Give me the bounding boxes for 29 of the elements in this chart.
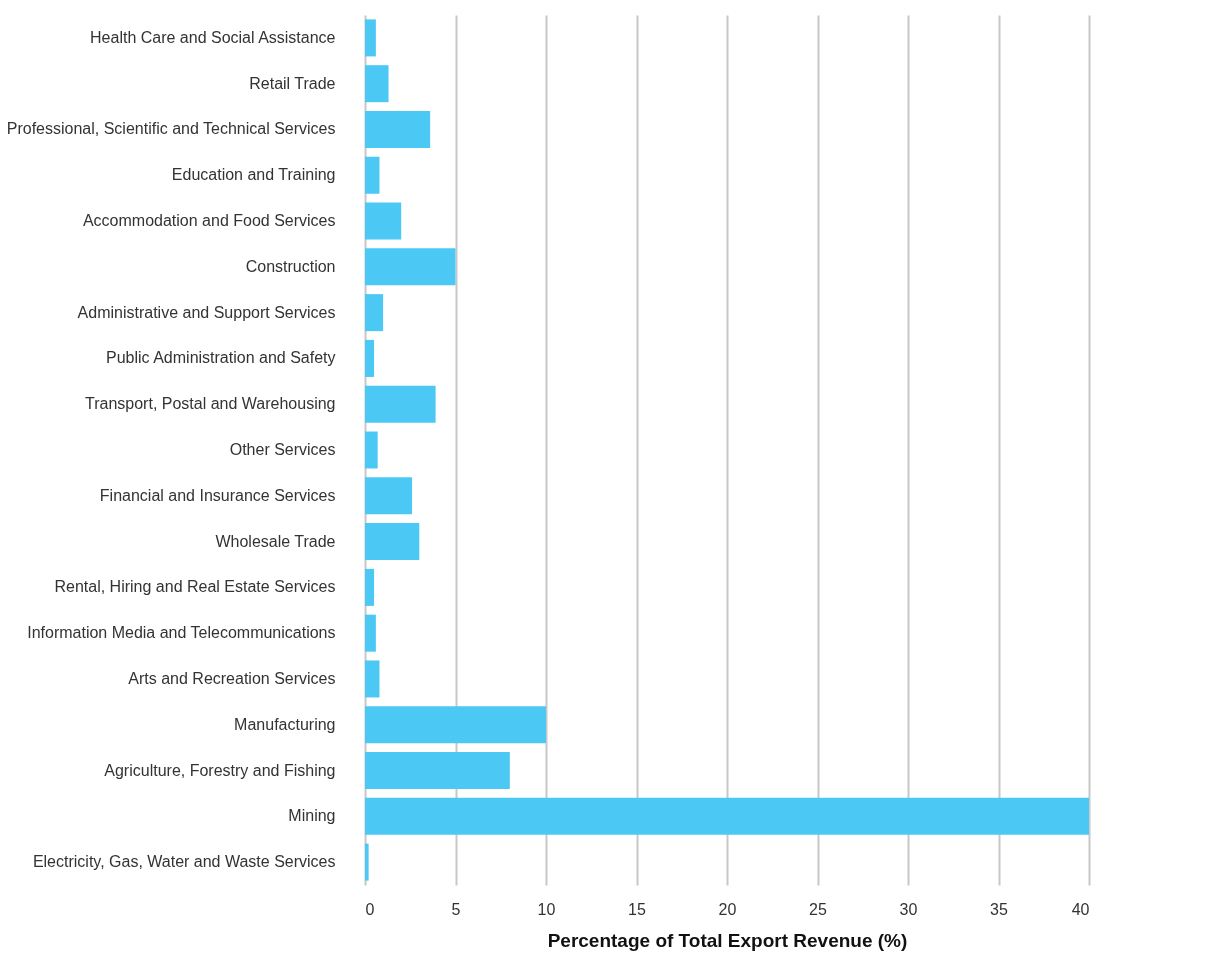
y-tick-label: Information Media and Telecommunications bbox=[27, 624, 336, 642]
y-tick-label: Retail Trade bbox=[249, 74, 336, 92]
x-tick-label: 10 bbox=[537, 900, 556, 918]
x-tick-label: 5 bbox=[451, 900, 461, 918]
x-tick-label: 20 bbox=[718, 900, 737, 918]
x-tick-label: 40 bbox=[1071, 900, 1090, 918]
x-tick-label: 15 bbox=[628, 900, 646, 918]
x-tick-label: 30 bbox=[899, 900, 918, 918]
y-tick-label: Administrative and Support Services bbox=[77, 303, 336, 321]
y-tick-label: Mining bbox=[288, 807, 336, 825]
x-tick-label: 25 bbox=[809, 900, 827, 918]
y-tick-label: Accommodation and Food Services bbox=[82, 212, 336, 230]
y-tick-label: Other Services bbox=[229, 441, 336, 458]
y-tick-label: Transport, Postal and Warehousing bbox=[85, 395, 336, 413]
y-tick-label: Electricity, Gas, Water and Waste Services bbox=[32, 853, 336, 871]
x-tick-label: 35 bbox=[990, 900, 1008, 918]
y-tick-label: Agriculture, Forestry and Fishing bbox=[104, 761, 336, 779]
y-tick-label: Health Care and Social Assistance bbox=[90, 28, 336, 46]
y-tick-label: Wholesale Trade bbox=[215, 532, 336, 550]
y-tick-label: Rental, Hiring and Real Estate Services bbox=[54, 578, 336, 596]
y-tick-label: Manufacturing bbox=[234, 715, 336, 733]
y-tick-label: Construction bbox=[245, 257, 336, 275]
y-tick-label: Arts and Recreation Services bbox=[128, 669, 336, 687]
y-tick-label: Public Administration and Safety bbox=[106, 349, 336, 367]
x-tick-label: 0 bbox=[365, 900, 375, 918]
y-tick-label: Financial and Insurance Services bbox=[99, 486, 336, 504]
y-tick-label: Professional, Scientific and Technical Services bbox=[6, 120, 336, 138]
y-tick-label: Education and Training bbox=[171, 166, 336, 184]
x-axis-title: Percentage of Total Export Revenue (%) bbox=[547, 929, 908, 951]
